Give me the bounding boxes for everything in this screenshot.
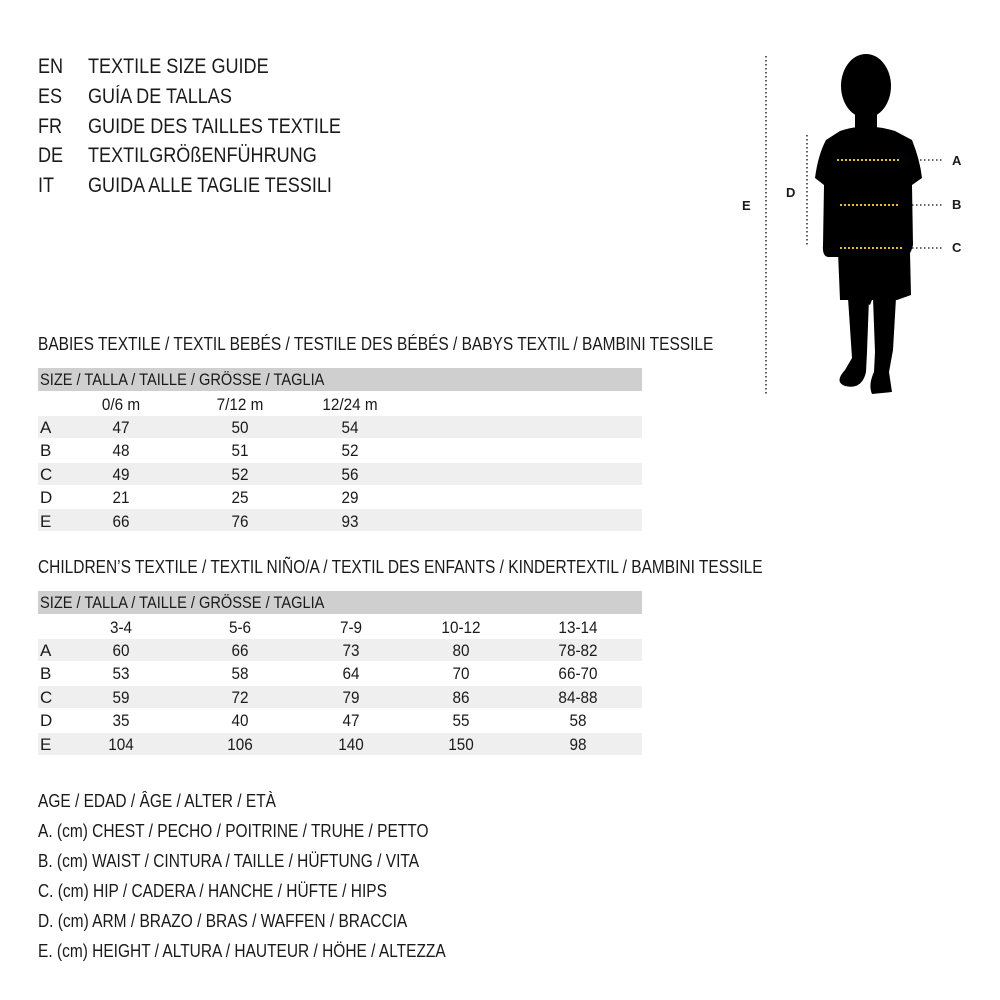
table-cell: 98 [569, 734, 587, 754]
title-en: TEXTILE SIZE GUIDE [88, 55, 269, 78]
lang-code-fr: FR [38, 115, 63, 138]
table-cell: 52 [341, 441, 359, 461]
table-cell: 56 [341, 464, 359, 484]
legend-hip: C. (cm) HIP / CADERA / HANCHE / HÜFTE / … [38, 881, 387, 901]
table-cell: 93 [341, 511, 359, 531]
lang-code-es: ES [38, 85, 63, 108]
table-cell: 52 [231, 464, 249, 484]
column-header: 5-6 [228, 618, 252, 637]
row-stripe [38, 639, 642, 661]
table-cell: 49 [112, 464, 130, 484]
column-header: 10-12 [441, 618, 481, 637]
table-cell: 47 [342, 711, 360, 731]
label-a: A [952, 153, 962, 168]
table-cell: 21 [112, 488, 130, 508]
legend-height: E. (cm) HEIGHT / ALTURA / HAUTEUR / HÖHE… [38, 941, 446, 961]
row-label: E [40, 511, 52, 531]
children-size-header: SIZE / TALLA / TAILLE / GRÖSSE / TAGLIA [40, 593, 325, 612]
row-stripe [38, 509, 642, 531]
table-cell: 40 [231, 711, 249, 731]
babies-title: BABIES TEXTILE / TEXTIL BEBÉS / TESTILE … [38, 334, 714, 354]
table-cell: 73 [342, 641, 360, 660]
row-stripe [38, 686, 642, 708]
table-cell: 106 [227, 734, 253, 754]
row-stripe [38, 463, 642, 485]
label-c: C [952, 240, 962, 255]
table-cell: 58 [569, 711, 587, 731]
lang-code-it: IT [38, 174, 55, 197]
table-cell: 72 [231, 687, 249, 707]
table-cell: 150 [448, 734, 474, 754]
column-header: 13-14 [558, 618, 598, 637]
table-cell: 60 [112, 641, 130, 660]
column-header: 3-4 [109, 618, 133, 637]
babies-size-header: SIZE / TALLA / TAILLE / GRÖSSE / TAGLIA [40, 370, 325, 389]
column-header: 7-9 [339, 618, 363, 637]
table-cell: 48 [112, 441, 130, 461]
title-es: GUÍA DE TALLAS [88, 85, 232, 108]
table-cell: 78-82 [558, 641, 598, 660]
child-silhouette-icon [765, 54, 942, 395]
table-cell: 84-88 [558, 687, 598, 707]
label-d: D [786, 185, 796, 200]
row-label: D [40, 488, 53, 508]
column-header: 12/24 m [322, 395, 378, 414]
table-cell: 55 [452, 711, 470, 731]
table-cell: 47 [112, 418, 130, 437]
table-cell: 54 [341, 418, 359, 437]
table-cell: 76 [231, 511, 249, 531]
children-size-header-bar [38, 591, 642, 614]
table-cell: 59 [112, 687, 130, 707]
babies-size-header-bar [38, 368, 642, 391]
row-label: E [40, 734, 52, 754]
title-de: TEXTILGRÖßENFÜHRUNG [88, 144, 317, 167]
table-cell: 140 [338, 734, 364, 754]
column-header: 0/6 m [101, 395, 141, 414]
table-cell: 66 [231, 641, 249, 660]
table-cell: 25 [231, 488, 249, 508]
row-label: B [40, 664, 52, 684]
table-cell: 51 [231, 441, 249, 461]
legend-arm: D. (cm) ARM / BRAZO / BRAS / WAFFEN / BR… [38, 911, 408, 931]
row-stripe [38, 733, 642, 755]
legend-age: AGE / EDAD / ÂGE / ALTER / ETÀ [38, 791, 277, 811]
table-cell: 50 [231, 418, 249, 437]
table-cell: 58 [231, 664, 249, 684]
table-cell: 64 [342, 664, 360, 684]
table-cell: 29 [341, 488, 359, 508]
table-cell: 66 [112, 511, 130, 531]
children-title: CHILDREN’S TEXTILE / TEXTIL NIÑO/A / TEX… [38, 557, 763, 577]
row-label: B [40, 441, 52, 461]
row-label: A [40, 641, 52, 660]
title-it: GUIDA ALLE TAGLIE TESSILI [88, 174, 332, 197]
table-cell: 80 [452, 641, 470, 660]
row-label: A [40, 418, 52, 437]
table-cell: 66-70 [558, 664, 598, 684]
row-label: C [40, 687, 53, 707]
row-label: D [40, 711, 53, 731]
row-label: C [40, 464, 53, 484]
table-cell: 79 [342, 687, 360, 707]
table-cell: 53 [112, 664, 130, 684]
table-cell: 104 [108, 734, 134, 754]
lang-code-en: EN [38, 55, 64, 78]
title-fr: GUIDE DES TAILLES TEXTILE [88, 115, 341, 138]
column-header: 7/12 m [216, 395, 264, 414]
legend-waist: B. (cm) WAIST / CINTURA / TAILLE / HÜFTU… [38, 851, 420, 871]
label-e: E [742, 198, 751, 213]
label-b: B [952, 197, 962, 212]
table-cell: 86 [452, 687, 470, 707]
row-stripe [38, 416, 642, 438]
legend-chest: A. (cm) CHEST / PECHO / POITRINE / TRUHE… [38, 821, 429, 841]
lang-code-de: DE [38, 144, 64, 167]
table-cell: 70 [452, 664, 470, 684]
table-cell: 35 [112, 711, 130, 731]
